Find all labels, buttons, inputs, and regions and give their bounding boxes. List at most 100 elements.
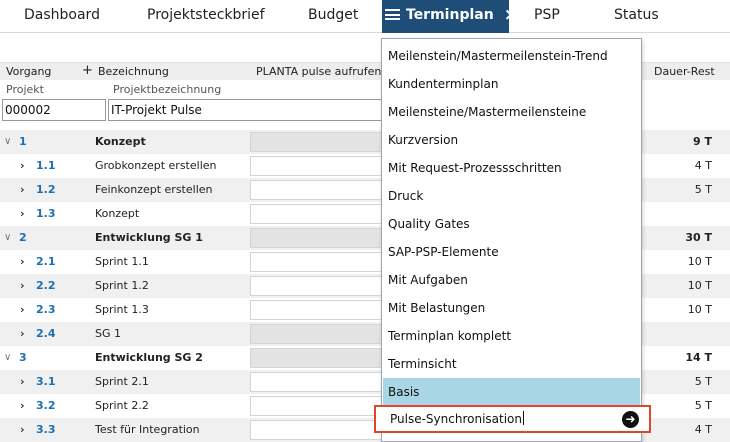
- row-cell[interactable]: [250, 324, 384, 344]
- row-number: 1.1: [36, 159, 56, 172]
- text-caret: [523, 411, 524, 425]
- column-header-vorgang[interactable]: Vorgang: [6, 65, 52, 78]
- row-cell[interactable]: [250, 300, 384, 320]
- row-cell[interactable]: [250, 132, 384, 152]
- menu-item[interactable]: Kundenterminplan: [388, 77, 499, 91]
- row-number: 3.3: [36, 423, 56, 436]
- tab-label: Terminplan: [406, 7, 494, 23]
- row-cell[interactable]: [250, 204, 384, 224]
- project-id-field[interactable]: 000002: [2, 99, 106, 121]
- menu-item[interactable]: Meilenstein/Mastermeilenstein-Trend: [388, 49, 608, 63]
- new-view-name-input[interactable]: Pulse-Synchronisation ➜: [374, 405, 651, 433]
- row-number: 2.2: [36, 279, 56, 292]
- row-number: 1: [19, 135, 27, 148]
- chevron-right-icon[interactable]: ›: [20, 375, 25, 388]
- menu-item[interactable]: Terminsicht: [388, 357, 457, 371]
- row-name: Feinkonzept erstellen: [95, 183, 213, 196]
- row-cell[interactable]: [250, 252, 384, 272]
- table-row[interactable]: ∨ 3 Entwicklung SG 2 14 T: [0, 346, 730, 370]
- row-number: 3: [19, 351, 27, 364]
- row-duration: 5 T: [694, 183, 712, 196]
- arrow-right-circle-icon[interactable]: ➜: [622, 411, 639, 428]
- row-name: Sprint 1.3: [95, 303, 149, 316]
- menu-item[interactable]: Terminplan komplett: [388, 329, 512, 343]
- new-view-name-value: Pulse-Synchronisation: [390, 412, 522, 426]
- menu-item[interactable]: Meilensteine/Mastermeilensteine: [388, 105, 587, 119]
- tab-bar: Dashboard Projektsteckbrief Budget Termi…: [0, 0, 730, 33]
- row-duration: 30 T: [685, 231, 712, 244]
- row-name: Konzept: [95, 207, 140, 220]
- tab-dashboard[interactable]: Dashboard: [24, 0, 100, 33]
- chevron-right-icon[interactable]: ›: [20, 303, 25, 316]
- menu-item[interactable]: Quality Gates: [388, 217, 470, 231]
- column-header-bezeichnung[interactable]: Bezeichnung: [98, 65, 169, 78]
- row-name: Grobkonzept erstellen: [95, 159, 217, 172]
- row-number: 2: [19, 231, 27, 244]
- chevron-right-icon[interactable]: ›: [20, 327, 25, 340]
- row-cell[interactable]: [250, 372, 384, 392]
- project-label: Projekt: [6, 83, 44, 96]
- tab-label: Status: [614, 7, 659, 23]
- row-cell[interactable]: [250, 420, 384, 440]
- row-cell[interactable]: [250, 396, 384, 416]
- close-icon[interactable]: ×: [503, 5, 518, 25]
- row-name: SG 1: [95, 327, 122, 340]
- table-row[interactable]: › 3.2 Sprint 2.2 5 T: [0, 394, 730, 418]
- row-duration: 5 T: [694, 399, 712, 412]
- hamburger-menu-icon[interactable]: [385, 9, 400, 20]
- menu-item[interactable]: SAP-PSP-Elemente: [388, 245, 499, 259]
- row-number: 3.1: [36, 375, 56, 388]
- tab-terminplan[interactable]: Terminplan ×: [382, 0, 518, 33]
- row-name: Sprint 2.1: [95, 375, 149, 388]
- row-number: 2.1: [36, 255, 56, 268]
- chevron-right-icon[interactable]: ›: [20, 159, 25, 172]
- project-name-field[interactable]: IT-Projekt Pulse: [108, 99, 382, 121]
- chevron-right-icon[interactable]: ›: [20, 423, 25, 436]
- column-header-dauer-rest[interactable]: Dauer-Rest: [654, 65, 715, 78]
- tab-projektsteckbrief[interactable]: Projektsteckbrief: [147, 0, 265, 33]
- table-row[interactable]: › 1.3 Konzept: [0, 202, 730, 226]
- tab-budget[interactable]: Budget: [308, 0, 358, 33]
- row-number: 3.2: [36, 399, 56, 412]
- chevron-down-icon[interactable]: ∨: [4, 352, 12, 363]
- row-cell[interactable]: [250, 180, 384, 200]
- row-name: Sprint 1.1: [95, 255, 149, 268]
- row-duration: 10 T: [687, 303, 712, 316]
- row-name: Entwicklung SG 2: [95, 351, 203, 364]
- chevron-right-icon[interactable]: ›: [20, 255, 25, 268]
- menu-item-highlighted[interactable]: Basis: [383, 378, 640, 406]
- row-cell[interactable]: [250, 276, 384, 296]
- row-cell[interactable]: [250, 228, 384, 248]
- chevron-right-icon[interactable]: ›: [20, 399, 25, 412]
- tab-label: Budget: [308, 7, 359, 23]
- table-row[interactable]: › 1.1 Grobkonzept erstellen 4 T: [0, 154, 730, 178]
- project-name-label: Projektbezeichnung: [113, 83, 222, 96]
- chevron-right-icon[interactable]: ›: [20, 183, 25, 196]
- row-duration: 4 T: [694, 159, 712, 172]
- chevron-down-icon[interactable]: ∨: [4, 232, 12, 243]
- row-name: Konzept: [95, 135, 146, 148]
- row-cell[interactable]: [250, 156, 384, 176]
- table-row[interactable]: › 2.3 Sprint 1.3 10 T: [0, 298, 730, 322]
- row-number: 1.3: [36, 207, 56, 220]
- add-column-button[interactable]: +: [82, 63, 93, 78]
- column-header-planta-pulse[interactable]: PLANTA pulse aufrufen: [256, 65, 382, 78]
- row-duration: 10 T: [687, 255, 712, 268]
- tab-status[interactable]: Status: [614, 0, 659, 33]
- chevron-right-icon[interactable]: ›: [20, 207, 25, 220]
- tab-psp[interactable]: PSP: [534, 0, 560, 33]
- table-row[interactable]: › 2.1 Sprint 1.1 10 T: [0, 250, 730, 274]
- row-name: Sprint 1.2: [95, 279, 149, 292]
- tab-label: PSP: [534, 7, 560, 23]
- row-number: 2.4: [36, 327, 56, 340]
- menu-item[interactable]: Kurzversion: [388, 133, 459, 147]
- row-cell[interactable]: [250, 348, 384, 368]
- row-number: 1.2: [36, 183, 56, 196]
- menu-item[interactable]: Mit Aufgaben: [388, 273, 468, 287]
- menu-item[interactable]: Mit Belastungen: [388, 301, 486, 315]
- chevron-down-icon[interactable]: ∨: [4, 136, 12, 147]
- menu-item[interactable]: Mit Request-Prozessschritten: [388, 161, 562, 175]
- row-number: 2.3: [36, 303, 56, 316]
- chevron-right-icon[interactable]: ›: [20, 279, 25, 292]
- menu-item[interactable]: Druck: [388, 189, 424, 203]
